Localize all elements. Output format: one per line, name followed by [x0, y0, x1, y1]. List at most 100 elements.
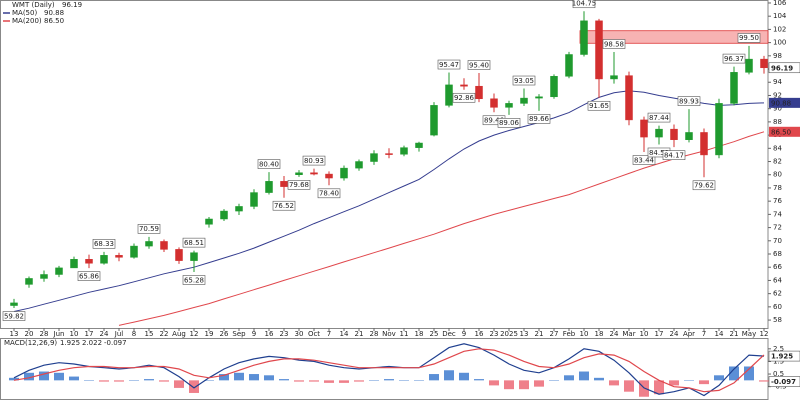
histogram-bar: [504, 380, 514, 390]
x-tick-label: 16: [475, 330, 484, 338]
histogram-bar: [714, 375, 724, 381]
x-tick-label: Feb: [563, 330, 576, 338]
candle-body: [280, 181, 288, 187]
x-tick-label: 17: [655, 330, 664, 338]
histogram-bar: [654, 380, 664, 395]
candle-body: [490, 98, 498, 108]
histogram-bar: [699, 380, 709, 385]
annotation-label: 96.37: [724, 55, 744, 63]
x-tick-label: Dec: [442, 330, 456, 338]
candle-body: [130, 245, 138, 258]
histogram-bar: [24, 372, 34, 381]
annotation-box: [572, 0, 596, 9]
x-tick-label: 25: [430, 330, 439, 338]
x-tick-label: 30: [295, 330, 304, 338]
annotation-label: 65.28: [184, 276, 204, 284]
annotation-label: 68.51: [184, 239, 204, 247]
annotation-box: [182, 275, 206, 285]
moving-average-line: [118, 131, 765, 326]
histogram-bar: [519, 380, 529, 390]
candle-body: [580, 20, 588, 55]
annotation-label: 76.52: [274, 202, 294, 210]
candle-body: [310, 172, 318, 175]
y-tick-label: 64: [773, 276, 782, 284]
annotation-label: 95.40: [469, 61, 489, 69]
y-tick-label: 88: [773, 118, 782, 126]
x-tick-label: 20: [25, 330, 34, 338]
y-tick-label: 1.5: [773, 357, 784, 365]
candle-body: [40, 274, 48, 279]
annotation-label: 89.06: [499, 119, 520, 127]
annotation-box: [737, 33, 761, 43]
y-tick-label: 100: [773, 39, 786, 47]
histogram-bar: [54, 372, 64, 381]
x-tick-label: 8: [132, 330, 136, 338]
x-tick-label: 14: [340, 330, 349, 338]
x-tick-label: 13: [520, 330, 529, 338]
annotation-box: [722, 53, 746, 64]
candle-body: [295, 172, 303, 175]
annotation-box: [497, 118, 521, 128]
legend-title: MACD(12,26,9): [4, 339, 57, 347]
annotation-label: 92.86: [454, 94, 475, 102]
candle-body: [760, 58, 768, 69]
legend-value: 2.022: [82, 339, 102, 347]
histogram-bar: [729, 366, 739, 381]
last-value-label: -0.097: [771, 378, 796, 386]
annotation-label: 84.17: [664, 151, 684, 159]
y-tick-label: 66: [773, 263, 782, 271]
annotation-label: 89.93: [679, 97, 699, 105]
annotation-box: [467, 60, 491, 70]
annotation-box: [92, 239, 116, 249]
x-tick-label: Jun: [53, 330, 65, 338]
candle-body: [25, 278, 33, 285]
candle-body: [325, 173, 333, 179]
histogram-bar: [429, 374, 439, 381]
annotation-box: [512, 75, 536, 86]
legend-close: 96.19: [62, 1, 82, 9]
annotation-label: 91.65: [589, 102, 609, 110]
annotation-label: 78.40: [319, 190, 339, 198]
annotation-label: 79.68: [289, 181, 309, 189]
histogram-bar: [354, 380, 364, 382]
candle-body: [655, 128, 663, 138]
histogram-bar: [759, 380, 769, 382]
candle-body: [505, 103, 513, 108]
annotation-box: [677, 96, 701, 106]
histogram-bar: [84, 380, 94, 381]
x-tick-label: 10: [640, 330, 649, 338]
candle-body: [550, 76, 558, 98]
candle-body: [625, 75, 633, 121]
candle-body: [100, 255, 108, 264]
annotation-label: 68.33: [94, 240, 114, 248]
histogram-bar: [684, 380, 694, 381]
annotation-label: 99.50: [739, 34, 759, 42]
histogram-bar: [39, 371, 49, 381]
y-tick-label: 92: [773, 91, 782, 99]
last-value-label: 90.88: [771, 99, 791, 107]
histogram-bar: [69, 376, 79, 381]
y-tick-label: 76: [773, 197, 782, 205]
annotation-box: [272, 200, 296, 211]
price-panel-frame: [0, 0, 769, 329]
x-tick-label: 7: [702, 330, 706, 338]
x-tick-label: 13: [10, 330, 19, 338]
annotation-box: [2, 311, 26, 321]
candle-body: [355, 161, 363, 169]
annotation-box: [587, 100, 611, 111]
x-tick-label: Nov: [382, 330, 396, 338]
histogram-bar: [609, 380, 619, 386]
x-tick-label: Jul: [114, 330, 124, 338]
y-tick-label: 62: [773, 290, 782, 298]
annotation-box: [182, 237, 206, 248]
y-tick-label: 106: [773, 0, 787, 7]
candle-body: [685, 132, 693, 140]
y-tick-label: 84: [773, 144, 782, 152]
x-tick-label: 12: [760, 330, 769, 338]
histogram-bar: [339, 380, 349, 383]
histogram-bar: [219, 374, 229, 381]
histogram-bar: [99, 380, 109, 382]
x-tick-label: 28: [40, 330, 49, 338]
resistance-zone: [579, 30, 769, 44]
candle-body: [565, 54, 573, 77]
